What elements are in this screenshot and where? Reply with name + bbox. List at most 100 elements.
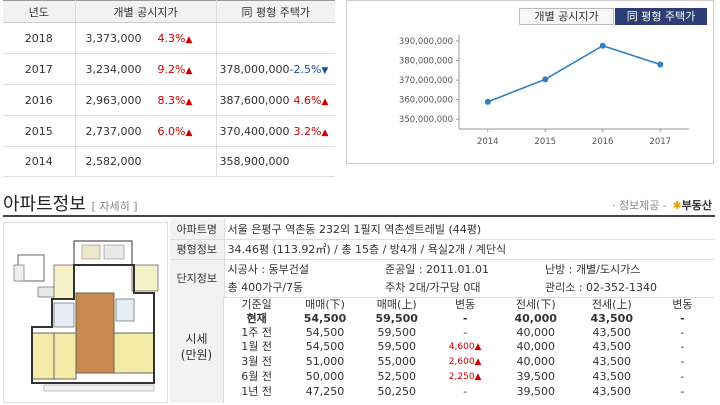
market-cell-value: - — [680, 370, 685, 383]
data-point — [542, 76, 549, 83]
market-row: 현재 54,500 59,500 - 40,000 43,500 - — [224, 311, 715, 325]
price-line-chart: 350,000,000 360,000,000 370,000,000 380,000… — [399, 35, 689, 147]
market-cell-value: 54,500 — [305, 340, 345, 353]
table-row: 2016 2,963,000 8.3%▲ 387,600,000 4.6%▲ — [3, 84, 335, 116]
market-cell-value: 43,500 — [592, 384, 632, 398]
market-cell: 54,500 — [289, 311, 361, 325]
same-size-price-cell: 358,900,000 — [216, 146, 335, 177]
table-row: 2015 2,737,000 6.0%▲ 370,400,000 3.2%▲ — [3, 115, 335, 147]
year-cell: 2017 — [3, 53, 76, 85]
market-cell-value: - — [462, 311, 468, 325]
same-size-price-change: 3.2% — [293, 124, 322, 138]
floorplan-image[interactable] — [3, 222, 168, 403]
market-cell: 59,500 — [361, 339, 433, 354]
completion-date: 준공일 : 2011.01.01 — [385, 262, 490, 276]
market-cell-value: - — [463, 384, 468, 398]
same-size-price-value: 358,900,000 — [219, 155, 290, 168]
provider-logo[interactable]: ✱부동산 — [672, 199, 712, 212]
market-cell: 1년 전 — [224, 384, 289, 398]
data-point — [657, 61, 664, 68]
size-info-value: 34.46평 (113.92㎡) / 총 15층 / 방4개 / 욕실2개 / … — [224, 239, 715, 260]
market-cell-value: 52,500 — [377, 370, 416, 383]
complex-info-label: 단지정보 — [170, 259, 225, 298]
market-cell: 40,000 — [498, 354, 574, 369]
market-cell: 2,600▲ — [433, 354, 498, 369]
market-cell-value: 55,000 — [377, 355, 416, 368]
down-triangle-icon: ▼ — [321, 65, 329, 76]
market-cell-value: - — [680, 384, 685, 398]
market-cell-value: - — [680, 311, 685, 325]
market-cell: 50,250 — [361, 384, 433, 398]
up-triangle-icon: ▲ — [185, 65, 193, 76]
data-point — [484, 98, 491, 105]
y-tick-label: 390,000,000 — [399, 37, 453, 47]
market-cell: - — [650, 354, 715, 369]
up-triangle-icon: ▲ — [321, 96, 329, 107]
market-cell-value: 43,500 — [592, 340, 632, 353]
market-price-label: 시세 (만원) — [170, 297, 224, 403]
land-price-change: 8.3% — [157, 93, 186, 107]
apartment-info-table: 아파트명 서울 은평구 역촌동 232외 1필지 역촌센트레빌 (44평) 평형… — [170, 219, 715, 298]
management-office: 관리소 : 02-352-1340 — [542, 278, 715, 298]
market-cell-value: 2,600 — [448, 357, 475, 367]
info-provider: · 정보제공 - ✱부동산 — [612, 197, 712, 213]
market-cell-value: 47,250 — [305, 384, 345, 398]
price-history-table: 년도 개별 공시지가 同 평형 주택가 2018 3,373,000 4.3%▲ 20… — [3, 0, 335, 177]
market-cell: 40,000 — [498, 311, 574, 325]
y-tick-label: 380,000,000 — [399, 57, 453, 67]
same-size-price-value: 378,000,000 — [219, 62, 290, 76]
market-cell: - — [433, 311, 498, 325]
market-cell-value: 54,500 — [305, 325, 345, 339]
market-cell: 39,500 — [498, 369, 574, 384]
land-price-value: 2,737,000 — [85, 124, 142, 138]
market-cell-value: 40,000 — [516, 340, 555, 353]
market-cell: 40,000 — [498, 325, 574, 339]
land-price-value: 3,373,000 — [85, 31, 142, 45]
up-triangle-icon: ▲ — [474, 357, 482, 367]
apartment-name-row: 아파트명 서울 은평구 역촌동 232외 1필지 역촌센트레빌 (44평) — [170, 219, 715, 240]
market-cell-value: 현재 — [246, 311, 267, 325]
apartment-name-value: 서울 은평구 역촌동 232외 1필지 역촌센트레빌 (44평) — [224, 219, 715, 240]
market-cell: 40,000 — [498, 339, 574, 354]
land-price-cell: 2,582,000 — [75, 146, 217, 177]
up-triangle-icon: ▲ — [185, 127, 193, 138]
market-cell-value: - — [680, 325, 685, 339]
market-cell-value: 39,500 — [516, 384, 555, 398]
market-header-cell: 변동 — [672, 297, 693, 311]
table-header-row: 년도 개별 공시지가 同 평형 주택가 — [3, 0, 335, 23]
market-cell-value: 1월 전 — [241, 340, 272, 353]
year-cell: 2014 — [3, 146, 76, 177]
detail-link[interactable]: [ 자세히 ] — [91, 200, 138, 213]
tab-individual-land-price[interactable]: 개별 공시지가 — [519, 8, 614, 25]
y-tick-label: 350,000,000 — [399, 115, 453, 125]
market-cell: 47,250 — [289, 384, 361, 398]
market-cell-value: 4,600 — [448, 342, 475, 352]
provider-prefix: · 정보제공 - — [611, 199, 667, 212]
land-price-change: 4.3% — [157, 31, 186, 45]
market-cell-value: 43,500 — [592, 370, 632, 383]
market-cell: 55,000 — [361, 354, 433, 369]
market-cell: 43,500 — [574, 384, 650, 398]
market-header-cell: 전세(上) — [591, 297, 632, 311]
market-cell: 2,250▲ — [433, 369, 498, 384]
heating: 난방 : 개별/도시가스 — [545, 262, 641, 276]
tab-same-size-price[interactable]: 同 평형 주택가 — [615, 8, 707, 25]
market-cell: 59,500 — [361, 325, 433, 339]
section-divider — [3, 215, 715, 217]
market-cell: 1주 전 — [224, 325, 289, 339]
floorplan-drawing — [13, 240, 159, 392]
market-cell: 50,000 — [289, 369, 361, 384]
x-tick-label: 2015 — [534, 137, 556, 147]
market-cell: 54,500 — [289, 325, 361, 339]
land-price-change: 9.2% — [157, 62, 186, 76]
up-triangle-icon: ▲ — [474, 342, 482, 352]
market-cell-value: 50,250 — [377, 384, 416, 398]
size-info-label: 평형정보 — [170, 239, 225, 260]
same-size-price-change: 4.6% — [293, 93, 322, 107]
y-tick-label: 360,000,000 — [399, 96, 453, 106]
market-cell: 43,500 — [574, 369, 650, 384]
up-triangle-icon: ▲ — [185, 96, 193, 107]
market-cell-value: 54,500 — [303, 311, 347, 325]
same-size-price-cell: 370,400,000 3.2%▲ — [216, 115, 335, 147]
market-cell-value: - — [680, 340, 685, 353]
